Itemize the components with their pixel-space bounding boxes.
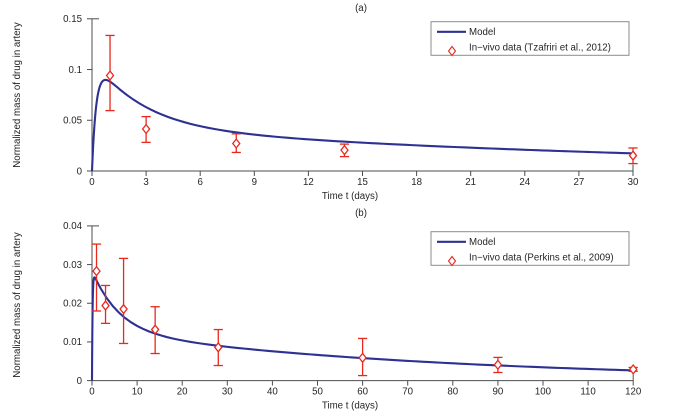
svg-text:0.1: 0.1 (69, 65, 82, 76)
svg-text:Model: Model (469, 237, 495, 248)
svg-text:0.05: 0.05 (63, 116, 82, 127)
svg-text:18: 18 (411, 177, 422, 188)
svg-text:70: 70 (402, 387, 413, 398)
svg-text:0.01: 0.01 (63, 337, 82, 348)
svg-text:6: 6 (198, 177, 203, 188)
svg-text:0.04: 0.04 (63, 221, 82, 232)
svg-text:27: 27 (574, 177, 585, 188)
svg-text:40: 40 (267, 387, 278, 398)
svg-text:30: 30 (628, 177, 639, 188)
svg-text:21: 21 (465, 177, 476, 188)
svg-text:In−vivo data (Perkins et al.,: In−vivo data (Perkins et al., 2009) (469, 252, 614, 263)
svg-text:In−vivo data (Tzafriri et al.,: In−vivo data (Tzafriri et al., 2012) (469, 42, 611, 53)
svg-text:9: 9 (252, 177, 257, 188)
svg-text:Time t (days): Time t (days) (322, 401, 378, 412)
svg-text:Normalized mass of drug in art: Normalized mass of drug in artery (12, 232, 23, 378)
svg-text:0.02: 0.02 (63, 299, 82, 310)
svg-text:0: 0 (77, 376, 83, 387)
svg-text:24: 24 (519, 177, 530, 188)
svg-text:80: 80 (447, 387, 458, 398)
svg-text:Model: Model (469, 27, 495, 38)
svg-text:0: 0 (77, 166, 83, 177)
svg-text:60: 60 (357, 387, 368, 398)
svg-text:20: 20 (177, 387, 188, 398)
svg-text:0: 0 (89, 177, 95, 188)
svg-text:(b): (b) (355, 208, 367, 219)
svg-text:12: 12 (303, 177, 314, 188)
svg-text:120: 120 (625, 387, 642, 398)
svg-text:90: 90 (493, 387, 504, 398)
svg-text:15: 15 (357, 177, 368, 188)
svg-text:0.15: 0.15 (63, 14, 82, 25)
svg-text:100: 100 (535, 387, 552, 398)
svg-text:30: 30 (222, 387, 233, 398)
svg-text:110: 110 (580, 387, 596, 398)
svg-text:3: 3 (143, 177, 148, 188)
svg-text:Time t (days): Time t (days) (322, 191, 378, 202)
svg-text:Normalized mass of drug in art: Normalized mass of drug in artery (12, 22, 23, 168)
svg-text:50: 50 (312, 387, 323, 398)
svg-text:(a): (a) (355, 3, 367, 14)
svg-text:10: 10 (132, 387, 143, 398)
svg-text:0: 0 (89, 387, 95, 398)
svg-text:0.03: 0.03 (63, 260, 82, 271)
